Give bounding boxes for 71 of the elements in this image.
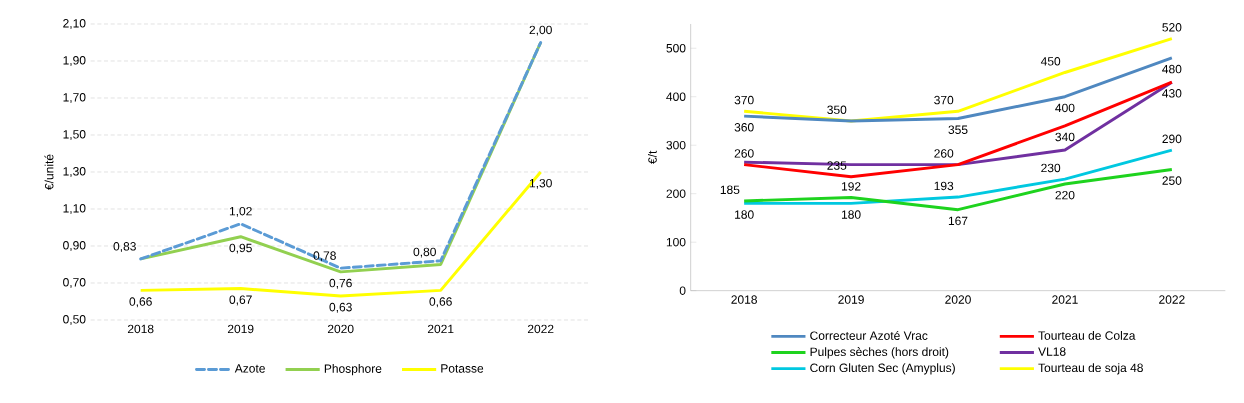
y-tick-label: 1,10 — [63, 204, 86, 215]
legend-label: Correcteur Azoté Vrac — [810, 331, 928, 341]
y-axis-title: €/unité — [44, 154, 54, 191]
data-label: 1,02 — [229, 207, 252, 218]
data-label: 260 — [934, 149, 954, 158]
data-label: 0,66 — [429, 297, 452, 308]
data-label: 1,30 — [529, 179, 552, 189]
data-label: 2,00 — [529, 25, 552, 36]
y-tick-label: 500 — [666, 44, 686, 53]
data-label: 0,80 — [413, 247, 436, 258]
legend-label: Tourteau de Colza — [1038, 331, 1136, 340]
legend-label: Tourteau de soja 48 — [1038, 363, 1143, 375]
data-label: 167 — [948, 216, 968, 226]
data-label: 400 — [1055, 103, 1075, 113]
data-label: 180 — [841, 210, 861, 219]
y-tick-label: 1,50 — [63, 130, 86, 141]
x-tick-label: 2020 — [945, 295, 971, 305]
x-tick-label: 2019 — [838, 295, 864, 305]
data-label: 0,67 — [229, 295, 252, 306]
data-label: 355 — [948, 125, 968, 135]
y-tick-label: 200 — [666, 189, 686, 199]
x-tick-label: 2021 — [427, 324, 454, 334]
data-label: 0,76 — [329, 278, 352, 289]
data-label: 480 — [1162, 65, 1182, 74]
data-label: 260 — [734, 149, 754, 158]
data-label: 430 — [1162, 89, 1182, 98]
y-tick-label: 0 — [679, 286, 686, 296]
legend-label: VL18 — [1038, 347, 1066, 356]
data-label: 192 — [841, 182, 861, 191]
y-tick-label: 300 — [666, 141, 686, 150]
x-tick-label: 2018 — [127, 324, 154, 334]
data-label: 520 — [1162, 23, 1182, 32]
y-tick-label: 400 — [666, 92, 686, 102]
x-tick-label: 2022 — [1159, 295, 1185, 305]
y-tick-label: 1,70 — [63, 93, 86, 104]
data-label: 370 — [934, 96, 954, 105]
legend-label: Potasse — [441, 364, 484, 373]
y-tick-label: 0,70 — [63, 278, 86, 289]
data-label: 0,83 — [113, 242, 136, 253]
y-tick-label: 100 — [666, 238, 686, 247]
data-label: 0,95 — [229, 243, 252, 254]
data-label: 220 — [1055, 191, 1075, 200]
data-label: 230 — [1041, 163, 1061, 173]
y-tick-label: 0,90 — [63, 241, 86, 252]
y-tick-label: 1,30 — [63, 167, 86, 178]
data-label: 340 — [1055, 132, 1075, 142]
x-tick-label: 2022 — [527, 324, 554, 334]
legend-label: Azote — [234, 364, 265, 373]
data-label: 290 — [1162, 134, 1182, 144]
y-tick-label: 1,90 — [63, 56, 86, 67]
y-tick-label: 2,10 — [63, 19, 86, 30]
data-label: 180 — [735, 210, 754, 219]
x-tick-label: 2018 — [731, 295, 757, 305]
data-label: 0,78 — [313, 251, 336, 262]
data-label: 250 — [1162, 176, 1182, 186]
data-label: 0,63 — [329, 303, 352, 313]
data-label: 370 — [734, 96, 754, 105]
x-tick-label: 2021 — [1052, 295, 1078, 305]
data-label: 350 — [827, 105, 847, 115]
data-label: 360 — [734, 123, 754, 132]
data-label: 450 — [1040, 57, 1061, 66]
x-tick-label: 2020 — [327, 324, 354, 334]
legend-label: Corn Gluten Sec (Amyplus) — [810, 363, 955, 375]
y-axis-title: €/t — [647, 150, 657, 165]
x-tick-label: 2019 — [227, 324, 254, 334]
data-label: 0,66 — [129, 297, 152, 308]
data-label: 185 — [720, 185, 740, 195]
y-tick-label: 0,50 — [63, 315, 86, 326]
legend-label: Phosphore — [324, 364, 382, 376]
data-label: 193 — [934, 181, 954, 191]
legend-label: Pulpes sèches (hors droit) — [810, 347, 949, 359]
